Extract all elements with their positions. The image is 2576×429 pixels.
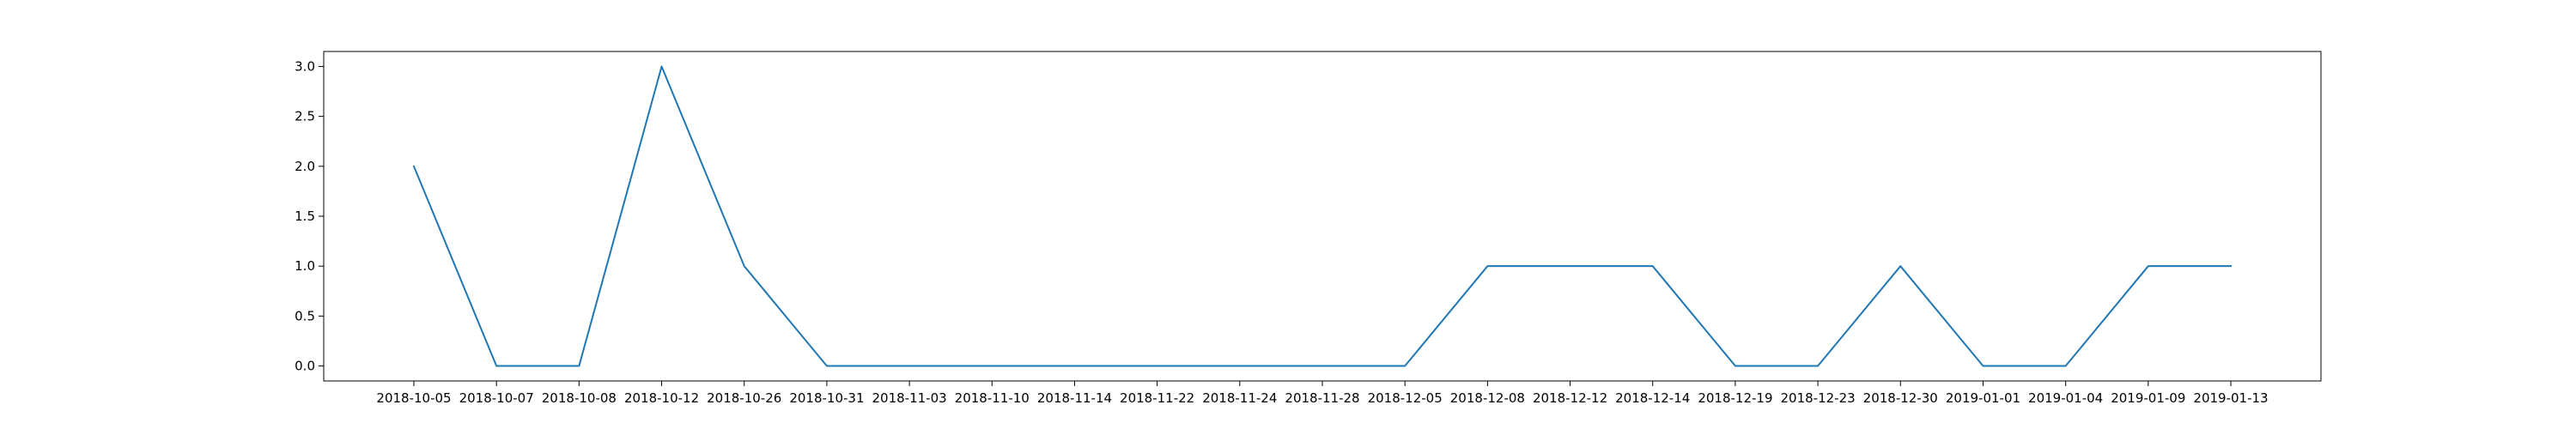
series-line — [412, 65, 2232, 367]
x-tick-label: 2018-11-03 — [872, 390, 946, 406]
x-tick-label: 2018-10-08 — [542, 390, 617, 406]
x-tick-label: 2019-01-04 — [2028, 390, 2103, 406]
x-tick-label: 2018-12-23 — [1780, 390, 1855, 406]
x-tick-label: 2019-01-01 — [1946, 390, 2020, 406]
y-tick-label: 3.0 — [295, 58, 315, 74]
x-tick-label: 2018-11-14 — [1037, 390, 1112, 406]
x-tick-label: 2018-11-10 — [955, 390, 1030, 406]
x-tick-label: 2018-12-05 — [1368, 390, 1443, 406]
y-tick-label: 2.0 — [295, 159, 315, 174]
x-tick-label: 2018-11-22 — [1120, 390, 1194, 406]
x-tick-label: 2018-12-08 — [1450, 390, 1525, 406]
x-tick-label: 2018-10-07 — [459, 390, 534, 406]
x-tick-label: 2018-12-14 — [1615, 390, 1690, 406]
x-tick-label: 2018-12-12 — [1533, 390, 1607, 406]
x-tick-label: 2019-01-13 — [2193, 390, 2268, 406]
x-tick-label: 2018-10-05 — [376, 390, 451, 406]
y-tick-label: 2.5 — [295, 109, 315, 124]
x-tick-label: 2018-12-30 — [1863, 390, 1938, 406]
x-tick-label: 2018-10-31 — [789, 390, 864, 406]
x-tick-label: 2018-11-24 — [1202, 390, 1277, 406]
plot-area: 0.0 0.5 1.0 1.5 2.0 2.5 3.0 2018-10-05 2018-10-0… — [295, 51, 2322, 406]
x-tick-label: 2018-10-26 — [707, 390, 781, 406]
x-tick-label: 2018-10-12 — [624, 390, 699, 406]
x-tick-label: 2019-01-09 — [2111, 390, 2185, 406]
x-tick-label: 2018-11-28 — [1285, 390, 1359, 406]
y-tick-label: 0.5 — [295, 308, 315, 323]
y-tick-label: 0.0 — [295, 359, 315, 374]
y-tick-label: 1.0 — [295, 258, 315, 274]
x-tick-label: 2018-12-19 — [1698, 390, 1772, 406]
y-tick-label: 1.5 — [295, 208, 315, 224]
